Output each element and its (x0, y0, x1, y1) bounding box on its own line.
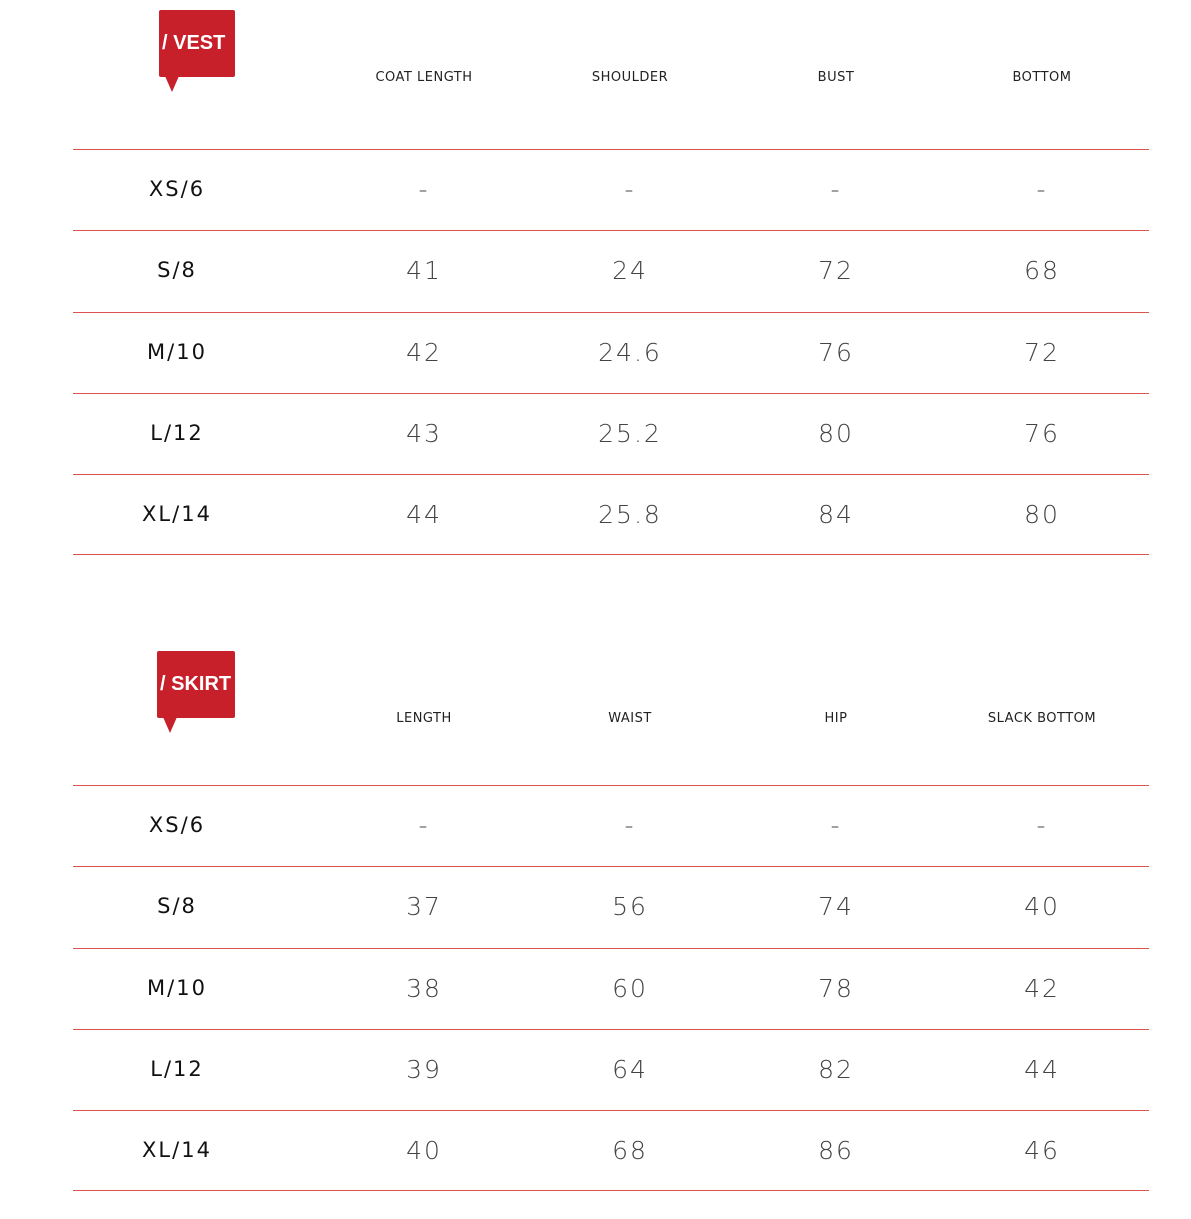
size-label: L/12 (150, 1057, 204, 1081)
measurement-cell: 39 (406, 1055, 442, 1084)
size-label: M/10 (147, 340, 207, 364)
table-row: S/8 37 56 74 40 (0, 866, 1191, 947)
row-divider (73, 1190, 1149, 1191)
table-row: XS/6 - - - - (0, 149, 1191, 230)
measurement-cell: - (418, 175, 430, 204)
size-label: M/10 (147, 976, 207, 1000)
measurement-cell: 46 (1024, 1136, 1060, 1165)
size-label: S/8 (157, 258, 197, 282)
measurement-cell: 44 (1024, 1055, 1060, 1084)
table-row: XL/14 40 68 86 46 (0, 1110, 1191, 1191)
size-label: L/12 (150, 421, 204, 445)
size-label: XS/6 (148, 177, 206, 201)
row-divider (73, 1029, 1149, 1030)
measurement-cell: 25.8 (598, 500, 662, 529)
badge-pointer (163, 717, 177, 733)
size-label: S/8 (157, 894, 197, 918)
row-divider (73, 393, 1149, 394)
measurement-cell: 74 (818, 892, 854, 921)
measurement-cell: 68 (612, 1136, 648, 1165)
measurement-cell: 40 (406, 1136, 442, 1165)
section-title: / SKIRT (160, 673, 232, 695)
table-row: L/12 39 64 82 44 (0, 1029, 1191, 1110)
section-badge: / SKIRT (157, 651, 235, 733)
column-header: COAT LENGTH (375, 70, 473, 85)
measurement-cell: 82 (818, 1055, 854, 1084)
table-row: S/8 41 24 72 68 (0, 230, 1191, 311)
measurement-cell: 42 (1024, 974, 1060, 1003)
measurement-cell: - (418, 811, 430, 840)
measurement-cell: 56 (612, 892, 648, 921)
row-divider (73, 474, 1149, 475)
measurement-cell: 40 (1024, 892, 1060, 921)
row-divider (73, 866, 1149, 867)
table-row: M/10 38 60 78 42 (0, 948, 1191, 1029)
measurement-cell: - (1036, 175, 1048, 204)
vest-table: / VEST COAT LENGTH SHOULDER BUST BOTTOM XS/6 -… (0, 0, 1191, 560)
measurement-cell: 41 (406, 256, 442, 285)
column-header: WAIST (608, 711, 652, 726)
measurement-cell: - (830, 175, 842, 204)
size-label: XL/14 (142, 502, 212, 526)
row-divider (73, 1110, 1149, 1111)
measurement-cell: 72 (818, 256, 854, 285)
section-title: / VEST (162, 32, 226, 54)
measurement-cell: 78 (818, 974, 854, 1003)
measurement-cell: 37 (406, 892, 442, 921)
measurement-cell: 68 (1024, 256, 1060, 285)
row-divider (73, 554, 1149, 555)
measurement-cell: 38 (406, 974, 442, 1003)
measurement-cell: 44 (406, 500, 442, 529)
measurement-cell: - (830, 811, 842, 840)
size-label: XL/14 (142, 1138, 212, 1162)
size-label: XS/6 (148, 813, 206, 837)
column-header: LENGTH (396, 711, 452, 726)
measurement-cell: 24 (612, 256, 648, 285)
measurement-cell: 25.2 (598, 419, 662, 448)
column-header: BOTTOM (1012, 70, 1072, 85)
row-divider (73, 948, 1149, 949)
measurement-cell: 24.6 (598, 338, 662, 367)
column-header: BUST (817, 70, 855, 85)
measurement-cell: 76 (1024, 419, 1060, 448)
measurement-cell: 84 (818, 500, 854, 529)
column-header: SLACK BOTTOM (987, 711, 1097, 726)
measurement-cell: 76 (818, 338, 854, 367)
measurement-cell: 80 (1024, 500, 1060, 529)
measurement-cell: 86 (818, 1136, 854, 1165)
row-divider (73, 312, 1149, 313)
table-row: L/12 43 25.2 80 76 (0, 393, 1191, 474)
row-divider (73, 230, 1149, 231)
table-row: M/10 42 24.6 76 72 (0, 312, 1191, 393)
measurement-cell: 43 (406, 419, 442, 448)
measurement-cell: 64 (612, 1055, 648, 1084)
row-divider (73, 149, 1149, 150)
table-row: XS/6 - - - - (0, 785, 1191, 866)
measurement-cell: 80 (818, 419, 854, 448)
badge-pointer (165, 76, 179, 92)
measurement-cell: - (1036, 811, 1048, 840)
measurement-cell: 60 (612, 974, 648, 1003)
table-row: XL/14 44 25.8 84 80 (0, 474, 1191, 555)
measurement-cell: 72 (1024, 338, 1060, 367)
measurement-cell: - (624, 175, 636, 204)
column-header: HIP (824, 711, 848, 726)
skirt-table: / SKIRT LENGTH WAIST HIP SLACK BOTTOM XS/6 - - -… (0, 641, 1191, 1201)
row-divider (73, 785, 1149, 786)
column-header: SHOULDER (591, 70, 669, 85)
measurement-cell: 42 (406, 338, 442, 367)
section-badge: / VEST (159, 10, 235, 92)
measurement-cell: - (624, 811, 636, 840)
